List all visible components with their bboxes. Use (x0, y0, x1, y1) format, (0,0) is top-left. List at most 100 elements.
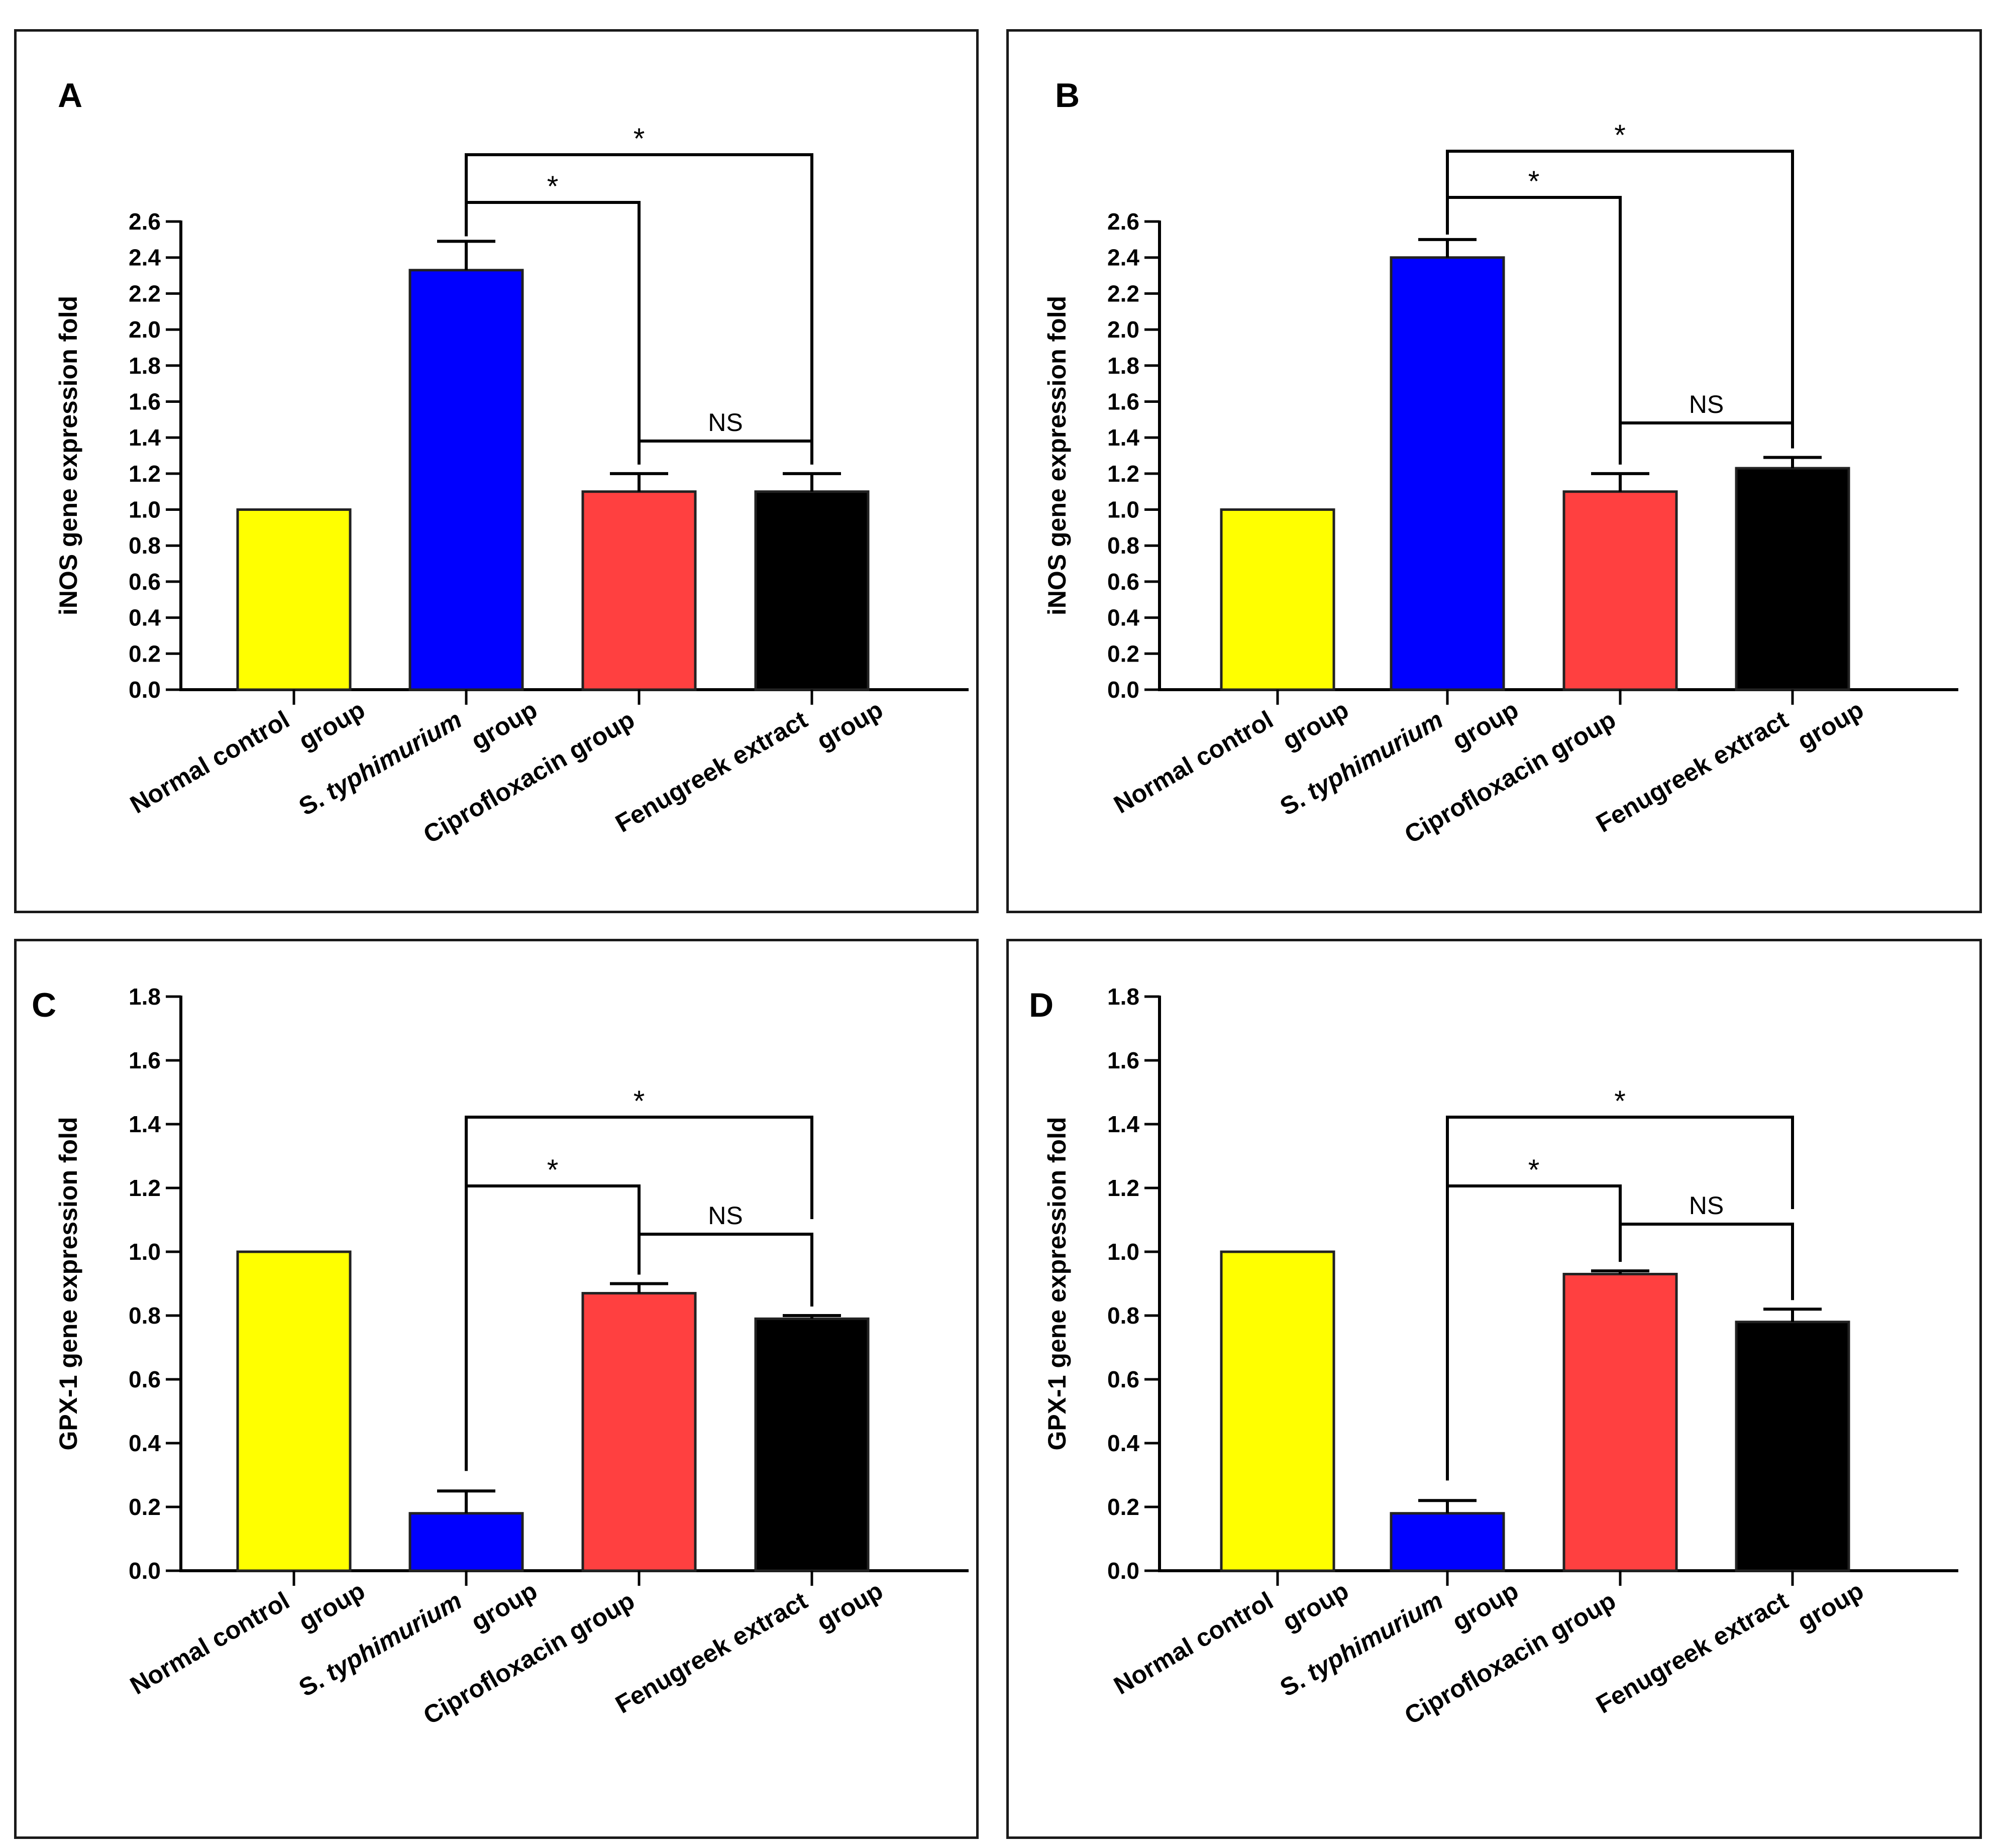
svg-text:group: group (466, 695, 542, 755)
ns-bracket (638, 440, 813, 465)
x-category-label: S. typhimurium group (294, 695, 542, 821)
error-bar-ciprofloxacin (1591, 1269, 1649, 1274)
y-tick-label: 0.8 (129, 532, 161, 559)
y-tick-label: 0.0 (129, 1558, 161, 1584)
y-tick-label: 1.8 (1107, 984, 1139, 1010)
y-axis-title: GPX-1 gene expression fold (1043, 1117, 1071, 1450)
y-tick-label: 2.2 (129, 280, 161, 306)
bar-normal (236, 508, 352, 691)
y-tick-label: 0.2 (129, 1494, 161, 1520)
panel-letter: B (1055, 76, 1080, 115)
significance-star: * (547, 1154, 559, 1186)
y-axis-title: iNOS gene expression fold (1043, 296, 1071, 615)
ns-label: NS (1689, 1191, 1724, 1220)
error-bar-typhimurium (437, 1489, 495, 1513)
y-tick-label: 0.0 (1107, 677, 1139, 703)
y-tick-label: 1.6 (1107, 388, 1139, 414)
x-category-label: Normal control group (126, 1576, 370, 1700)
svg-text:group: group (1278, 695, 1353, 755)
svg-text:group: group (294, 695, 370, 755)
significance-bracket (1446, 196, 1622, 423)
y-tick-label: 1.0 (1107, 1239, 1139, 1265)
y-tick-label: 1.2 (1107, 461, 1139, 487)
svg-text:Normal control: Normal control (126, 705, 294, 819)
significance-bracket (465, 1184, 641, 1471)
y-tick-label: 0.8 (129, 1302, 161, 1329)
y-tick-label: 0.8 (1107, 1302, 1139, 1329)
y-axis-title: GPX-1 gene expression fold (54, 1117, 82, 1450)
y-tick-label: 0.6 (1107, 569, 1139, 595)
bar-typhimurium (408, 269, 524, 691)
error-bar-typhimurium (1418, 1499, 1477, 1513)
y-tick-label: 1.8 (1107, 353, 1139, 379)
svg-text:group: group (1793, 1576, 1868, 1636)
ns-label: NS (708, 1202, 743, 1230)
bar-normal (236, 1250, 352, 1572)
y-tick-label: 1.8 (129, 984, 161, 1010)
y-tick-label: 2.0 (1107, 316, 1139, 343)
svg-text:Normal control: Normal control (1109, 1586, 1278, 1700)
panel-d: D GPX-1 gene expression fold 0.0 0.2 0.4 0.6 0… (1006, 939, 1982, 1839)
y-tick-label: 1.4 (129, 1111, 161, 1137)
y-tick-label: 0.4 (1107, 1430, 1139, 1456)
y-tick-label: 0.6 (129, 1366, 161, 1392)
y-tick-label: 1.8 (129, 353, 161, 379)
error-bar-ciprofloxacin (1591, 472, 1649, 492)
significance-bracket (465, 153, 813, 451)
bar-ciprofloxacin (581, 490, 697, 691)
svg-text:Fenugreek extract: Fenugreek extract (610, 1586, 812, 1719)
y-tick-label: 1.2 (129, 1175, 161, 1201)
y-tick-label: 1.4 (1107, 1111, 1139, 1137)
svg-text:group: group (1447, 695, 1523, 755)
ns-label: NS (708, 408, 743, 437)
ns-bracket (1619, 1223, 1794, 1300)
svg-text:Fenugreek extract: Fenugreek extract (610, 705, 812, 838)
x-category-label: Fenugreek extract group (1591, 1576, 1868, 1719)
bar-normal (1220, 508, 1335, 691)
panel-letter: D (1029, 986, 1054, 1024)
x-category-label: S. typhimurium group (1275, 1576, 1523, 1702)
bar-typhimurium (1390, 256, 1505, 691)
significance-star: * (1528, 1154, 1540, 1186)
svg-text:group: group (1278, 1576, 1353, 1636)
bar-ciprofloxacin (1562, 1272, 1678, 1572)
ns-label: NS (1689, 390, 1724, 418)
svg-text:group: group (1447, 1576, 1523, 1636)
panel-letter: C (32, 986, 56, 1024)
y-tick-label: 0.0 (1107, 1558, 1139, 1584)
y-tick-label: 2.2 (1107, 280, 1139, 306)
x-category-label: Fenugreek extract group (610, 695, 887, 838)
error-bar-ciprofloxacin (610, 1282, 668, 1293)
bar-ciprofloxacin (581, 1292, 697, 1572)
y-tick-label: 0.0 (129, 677, 161, 703)
x-category-label: Normal control group (1109, 695, 1353, 819)
y-tick-label: 0.8 (1107, 532, 1139, 559)
error-bar-fenugreek (1763, 1308, 1822, 1322)
y-tick-label: 1.6 (1107, 1047, 1139, 1073)
y-tick-label: 0.2 (129, 640, 161, 667)
y-tick-label: 0.2 (1107, 640, 1139, 667)
y-tick-label: 1.0 (129, 497, 161, 523)
svg-text:group: group (466, 1576, 542, 1636)
y-tick-label: 0.4 (129, 1430, 161, 1456)
svg-text:group: group (812, 1576, 888, 1636)
y-tick-label: 0.4 (129, 605, 161, 631)
bar-normal (1220, 1250, 1335, 1572)
svg-text:Normal control: Normal control (1109, 705, 1278, 819)
y-tick-label: 2.6 (129, 208, 161, 235)
bar-ciprofloxacin (1562, 490, 1678, 691)
chart-d: D GPX-1 gene expression fold 0.0 0.2 0.4 0.6 0… (1029, 984, 1958, 1730)
bar-fenugreek (754, 490, 870, 691)
y-tick-label: 0.4 (1107, 605, 1139, 631)
y-tick-label: 1.2 (1107, 1175, 1139, 1201)
error-bar-ciprofloxacin (610, 472, 668, 492)
error-bar-fenugreek (783, 1314, 841, 1319)
y-tick-label: 2.0 (129, 316, 161, 343)
svg-text:Normal control: Normal control (126, 1586, 294, 1700)
bar-fenugreek (1735, 1321, 1850, 1572)
ns-bracket (638, 1233, 813, 1307)
significance-star: * (1528, 165, 1540, 198)
